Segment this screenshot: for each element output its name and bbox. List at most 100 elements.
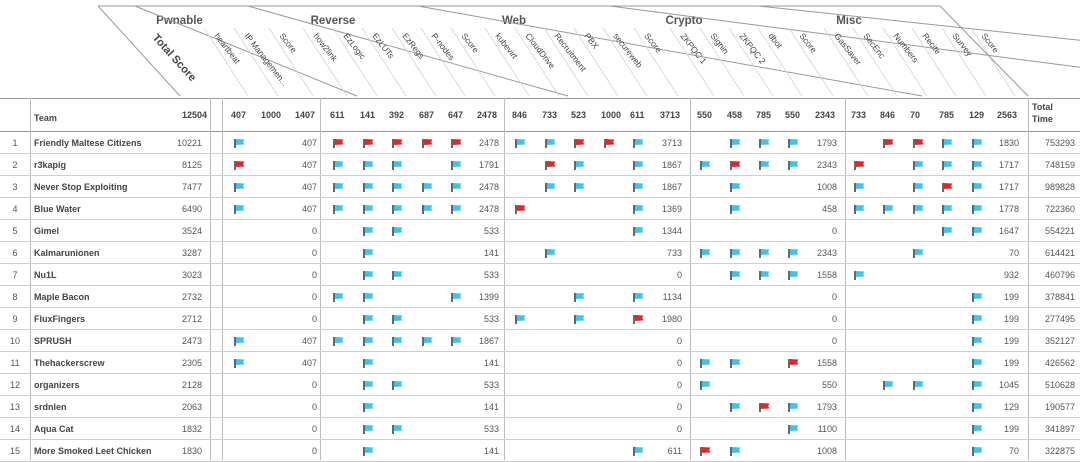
solved-flag-icon <box>730 271 742 280</box>
team-rank: 3 <box>12 182 18 192</box>
category-score: 0 <box>831 336 837 346</box>
category-score: 1369 <box>661 204 682 214</box>
first-blood-flag-icon <box>633 315 645 324</box>
category-score: 199 <box>1003 292 1019 302</box>
solved-flag-icon <box>392 337 404 346</box>
solved-flag-icon <box>913 249 925 258</box>
category-score: 1793 <box>816 402 837 412</box>
row-divider <box>0 439 1080 440</box>
solved-flag-icon <box>759 249 771 258</box>
first-blood-flag-icon <box>234 161 246 170</box>
challenge-points: 846 <box>880 110 896 120</box>
solved-flag-icon <box>942 139 954 148</box>
category-score: 1399 <box>478 292 499 302</box>
category-score: 458 <box>821 204 837 214</box>
category-score: 0 <box>676 336 682 346</box>
category-score: 0 <box>311 402 317 412</box>
solved-flag-icon <box>574 293 586 302</box>
table-row[interactable] <box>0 286 1080 308</box>
challenge-points: 1000 <box>261 110 282 120</box>
column-divider <box>504 98 505 460</box>
category-score: 199 <box>1003 424 1019 434</box>
solved-flag-icon <box>363 183 375 192</box>
challenge-points: 407 <box>231 110 247 120</box>
solved-flag-icon <box>633 183 645 192</box>
solved-flag-icon <box>234 183 246 192</box>
team-rank: 2 <box>12 160 18 170</box>
category-score: 129 <box>1003 402 1019 412</box>
category-score: 0 <box>311 270 317 280</box>
category-score: 407 <box>301 160 317 170</box>
category-score: 141 <box>483 358 499 368</box>
team-total-time: 554221 <box>1044 226 1075 236</box>
category-score: 2478 <box>478 182 499 192</box>
team-total-time: 352127 <box>1044 336 1075 346</box>
category-score: 199 <box>1003 336 1019 346</box>
solved-flag-icon <box>788 161 800 170</box>
category-max-score: 2563 <box>997 110 1018 120</box>
category-score: 70 <box>1008 248 1019 258</box>
challenge-points: 733 <box>851 110 867 120</box>
row-divider <box>0 219 1080 220</box>
category-score: 1778 <box>998 204 1019 214</box>
category-score: 1008 <box>816 446 837 456</box>
category-score: 0 <box>831 292 837 302</box>
column-divider <box>845 98 846 460</box>
category-score: 407 <box>301 336 317 346</box>
challenge-points: 647 <box>448 110 464 120</box>
challenge-points: 846 <box>512 110 528 120</box>
solved-flag-icon <box>883 381 895 390</box>
challenge-points: 550 <box>785 110 801 120</box>
row-divider <box>0 351 1080 352</box>
category-score: 3713 <box>661 138 682 148</box>
team-name: Blue Water <box>34 204 81 214</box>
table-row[interactable] <box>0 396 1080 418</box>
solved-flag-icon <box>633 227 645 236</box>
team-total-score: 8125 <box>181 160 202 170</box>
row-divider <box>0 307 1080 308</box>
team-total-time: 753293 <box>1044 138 1075 148</box>
row-divider <box>0 373 1080 374</box>
category-score: 0 <box>311 248 317 258</box>
category-score: 0 <box>676 270 682 280</box>
challenge-points: 733 <box>542 110 558 120</box>
team-name: SPRUSH <box>34 336 72 346</box>
solved-flag-icon <box>574 161 586 170</box>
row-divider <box>0 417 1080 418</box>
first-blood-flag-icon <box>913 139 925 148</box>
table-row[interactable] <box>0 308 1080 330</box>
challenge-points: 785 <box>939 110 955 120</box>
challenge-points: 1000 <box>601 110 622 120</box>
team-total-time: 341897 <box>1044 424 1075 434</box>
solved-flag-icon <box>451 183 463 192</box>
table-row[interactable] <box>0 220 1080 242</box>
solved-flag-icon <box>633 293 645 302</box>
category-score: 533 <box>483 380 499 390</box>
solved-flag-icon <box>730 139 742 148</box>
solved-flag-icon <box>363 447 375 456</box>
table-row[interactable] <box>0 264 1080 286</box>
solved-flag-icon <box>333 205 345 214</box>
category-score: 0 <box>831 314 837 324</box>
challenge-points: 458 <box>727 110 743 120</box>
team-total-time: 426562 <box>1044 358 1075 368</box>
team-rank: 10 <box>9 336 20 346</box>
table-row[interactable] <box>0 440 1080 462</box>
solved-flag-icon <box>700 359 712 368</box>
table-row[interactable] <box>0 352 1080 374</box>
team-name: Kalmarunionen <box>34 248 100 258</box>
row-divider <box>0 329 1080 330</box>
category-score: 1793 <box>816 138 837 148</box>
solved-flag-icon <box>972 381 984 390</box>
table-row[interactable] <box>0 418 1080 440</box>
first-blood-flag-icon <box>422 139 434 148</box>
challenge-points: 785 <box>756 110 772 120</box>
category-score: 611 <box>667 446 682 456</box>
category-score: 407 <box>301 182 317 192</box>
category-score: 1830 <box>998 138 1019 148</box>
solved-flag-icon <box>633 161 645 170</box>
team-name: r3kapig <box>34 160 67 170</box>
table-row[interactable] <box>0 330 1080 352</box>
